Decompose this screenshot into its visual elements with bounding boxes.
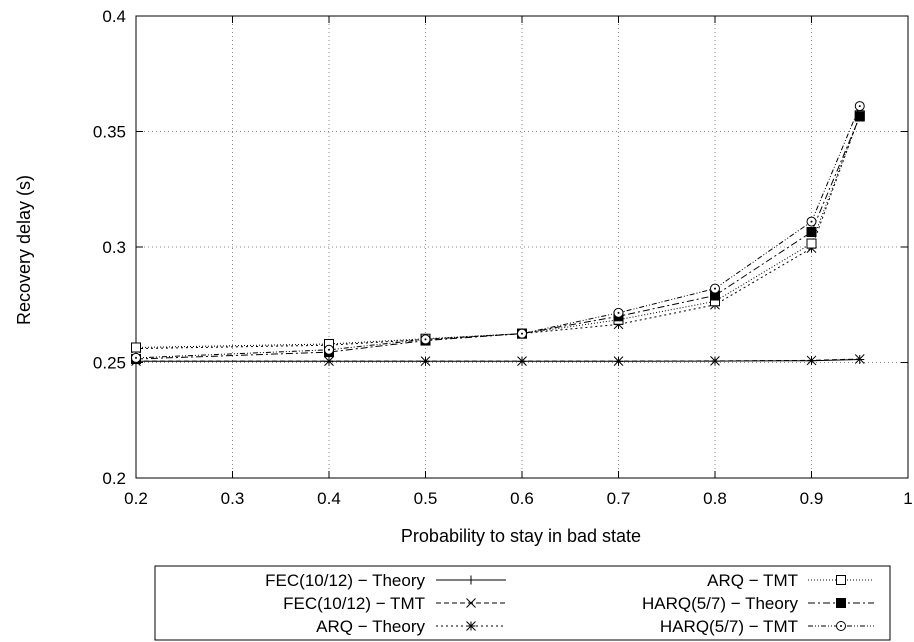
legend: FEC(10/12) − Theory FEC(10/12) − TMT ARQ −… bbox=[154, 565, 891, 641]
point-marker bbox=[324, 356, 334, 366]
series-line bbox=[135, 115, 861, 348]
point-marker bbox=[710, 283, 720, 294]
series-line bbox=[136, 358, 860, 362]
point-marker bbox=[420, 334, 431, 345]
y-tick-label: 0.4 bbox=[102, 7, 126, 26]
y-tick-label: 0.35 bbox=[93, 123, 126, 142]
y-tick-label: 0.25 bbox=[93, 354, 126, 373]
point-marker bbox=[806, 226, 817, 237]
point-marker bbox=[806, 238, 817, 249]
x-tick-label: 1 bbox=[903, 489, 912, 508]
point-marker bbox=[854, 101, 865, 112]
legend-label: HARQ(5/7) − Theory bbox=[642, 594, 799, 613]
point-marker bbox=[517, 356, 527, 366]
series-line bbox=[135, 105, 861, 359]
legend-label: FEC(10/12) − TMT bbox=[283, 594, 425, 613]
series-lines bbox=[131, 101, 865, 366]
series-line bbox=[135, 115, 861, 350]
point-marker bbox=[466, 575, 476, 585]
point-marker bbox=[517, 328, 527, 339]
x-tick-label: 0.2 bbox=[124, 489, 148, 508]
axes: 0.2 0.3 0.4 0.5 0.6 0.7 0.8 0.9 1 0.2 0.25 0.3 0.35 0… bbox=[93, 7, 913, 508]
x-tick-label: 0.9 bbox=[800, 489, 824, 508]
point-marker bbox=[131, 342, 141, 353]
point-marker bbox=[854, 354, 865, 364]
legend-box bbox=[154, 565, 891, 641]
point-marker bbox=[710, 356, 720, 366]
legend-label: ARQ − Theory bbox=[316, 617, 425, 636]
y-tick-label: 0.3 bbox=[102, 238, 126, 257]
grid-lines bbox=[136, 16, 908, 478]
point-marker bbox=[131, 352, 141, 363]
point-marker bbox=[420, 356, 431, 366]
x-axis-title: Probability to stay in bad state bbox=[401, 526, 641, 546]
y-axis-title: Recovery delay (s) bbox=[14, 175, 34, 325]
point-marker bbox=[466, 621, 476, 631]
series-line bbox=[135, 116, 861, 360]
y-tick-label: 0.2 bbox=[102, 469, 126, 488]
point-marker bbox=[836, 575, 846, 585]
point-marker bbox=[613, 356, 624, 366]
legend-label: HARQ(5/7) − TMT bbox=[660, 617, 798, 636]
point-marker bbox=[613, 307, 624, 318]
legend-label: FEC(10/12) − Theory bbox=[265, 571, 425, 590]
point-marker bbox=[836, 598, 846, 608]
x-tick-label: 0.8 bbox=[703, 489, 727, 508]
x-tick-label: 0.7 bbox=[607, 489, 631, 508]
point-marker bbox=[836, 621, 846, 631]
plot-frame bbox=[135, 15, 909, 479]
x-tick-label: 0.4 bbox=[317, 489, 341, 508]
point-marker bbox=[466, 598, 476, 608]
x-tick-label: 0.6 bbox=[510, 489, 534, 508]
legend-label: ARQ − TMT bbox=[707, 571, 798, 590]
x-tick-label: 0.5 bbox=[414, 489, 438, 508]
point-marker bbox=[806, 216, 817, 227]
point-marker bbox=[806, 355, 817, 366]
point-marker bbox=[324, 344, 334, 355]
x-tick-label: 0.3 bbox=[221, 489, 245, 508]
